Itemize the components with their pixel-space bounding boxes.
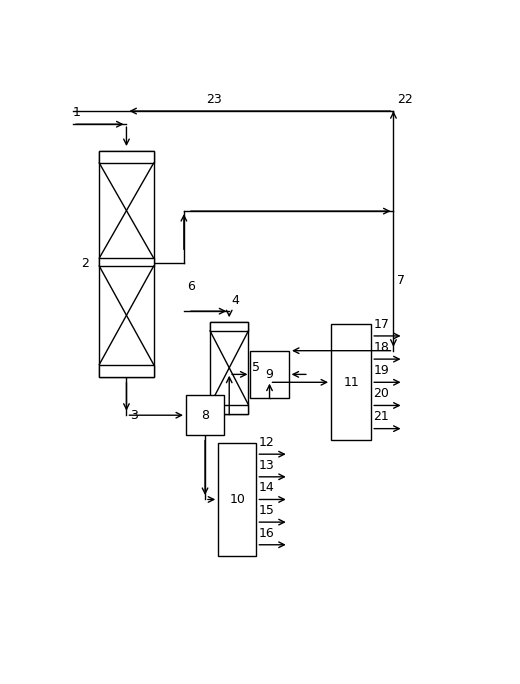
Text: 20: 20 [373, 387, 389, 400]
Text: 16: 16 [258, 527, 274, 540]
Text: 14: 14 [258, 482, 274, 495]
Text: 1: 1 [73, 106, 81, 119]
Text: 12: 12 [258, 436, 274, 449]
Text: 22: 22 [397, 93, 412, 106]
Bar [99, 150, 154, 163]
Text: 17: 17 [373, 317, 389, 330]
Bar [218, 443, 256, 556]
Text: 6: 6 [187, 280, 195, 293]
Text: 19: 19 [373, 364, 389, 377]
Bar [331, 324, 371, 440]
Text: 5: 5 [252, 361, 259, 374]
Bar [210, 321, 249, 331]
Text: 2: 2 [81, 257, 89, 270]
Text: 15: 15 [258, 504, 275, 517]
Text: 21: 21 [373, 410, 389, 423]
Text: 13: 13 [258, 458, 274, 471]
Text: 9: 9 [266, 368, 274, 381]
Bar [186, 395, 224, 435]
Text: 23: 23 [206, 93, 222, 106]
Text: 10: 10 [229, 493, 245, 506]
Text: 4: 4 [231, 294, 239, 307]
Text: 7: 7 [397, 274, 405, 287]
Bar [251, 351, 289, 398]
Bar [210, 405, 249, 414]
Bar [99, 258, 154, 266]
Text: 3: 3 [131, 408, 138, 421]
Text: 11: 11 [343, 376, 359, 389]
Bar [210, 321, 249, 414]
Bar [99, 150, 154, 377]
Text: 8: 8 [201, 409, 209, 422]
Text: 18: 18 [373, 341, 389, 354]
Bar [99, 365, 154, 377]
